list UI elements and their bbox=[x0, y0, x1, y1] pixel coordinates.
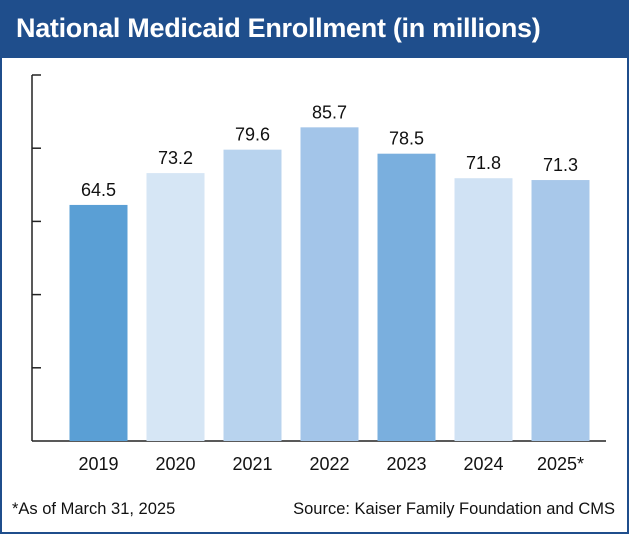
source-note: Source: Kaiser Family Foundation and CMS bbox=[293, 500, 615, 518]
x-tick-label-2025*: 2025* bbox=[537, 454, 584, 474]
data-label-2022: 85.7 bbox=[312, 102, 347, 122]
data-label-2024: 71.8 bbox=[466, 153, 501, 173]
bar-chart: 64.5 73.2 79.6 85.7 78.5 71.8 71.3 2019 2020 202… bbox=[31, 74, 606, 474]
bar-2019 bbox=[69, 204, 128, 441]
data-label-2019: 64.5 bbox=[81, 180, 116, 200]
data-label-2025*: 71.3 bbox=[543, 155, 578, 175]
data-labels: 64.5 73.2 79.6 85.7 78.5 71.8 71.3 bbox=[81, 102, 578, 200]
bar-series bbox=[69, 127, 590, 441]
data-label-2023: 78.5 bbox=[389, 129, 424, 149]
x-tick-label-2021: 2021 bbox=[232, 454, 272, 474]
chart-title: National Medicaid Enrollment (in million… bbox=[16, 13, 541, 43]
bar-2021 bbox=[223, 149, 282, 441]
bar-2020 bbox=[146, 173, 205, 441]
x-tick-label-2020: 2020 bbox=[155, 454, 195, 474]
bar-2023 bbox=[377, 153, 436, 441]
x-tick-labels: 2019 2020 2021 2022 2023 2024 2025* bbox=[78, 454, 584, 474]
data-label-2021: 79.6 bbox=[235, 125, 270, 145]
bar-2025* bbox=[531, 180, 590, 441]
x-tick-label-2023: 2023 bbox=[386, 454, 426, 474]
x-tick-label-2022: 2022 bbox=[309, 454, 349, 474]
title-banner: National Medicaid Enrollment (in million… bbox=[2, 2, 627, 58]
x-tick-label-2019: 2019 bbox=[78, 454, 118, 474]
bar-2024 bbox=[454, 178, 513, 441]
data-label-2020: 73.2 bbox=[158, 148, 193, 168]
bar-2022 bbox=[300, 127, 359, 441]
footnote: *As of March 31, 2025 bbox=[12, 500, 176, 518]
x-tick-label-2024: 2024 bbox=[463, 454, 503, 474]
chart-footer: *As of March 31, 2025 Source: Kaiser Fam… bbox=[2, 500, 627, 526]
